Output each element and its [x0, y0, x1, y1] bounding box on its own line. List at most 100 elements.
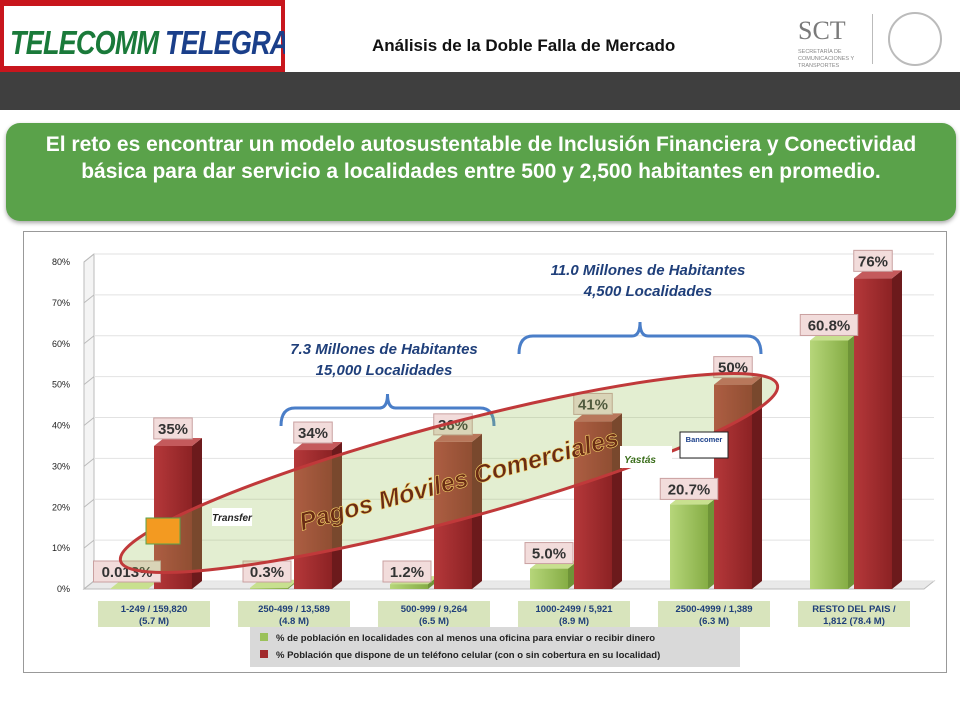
data-label-green-text: 20.7% — [668, 481, 711, 498]
y-tick-label: 50% — [52, 380, 70, 390]
x-tick-line: (8.9 M) — [559, 616, 589, 627]
data-label-green-text: 1.2% — [390, 564, 424, 581]
gridline — [83, 294, 95, 304]
gridline — [83, 253, 95, 263]
legend-label: % Población que dispone de un teléfono c… — [276, 650, 660, 661]
legend: % de población en localidades con al men… — [250, 627, 740, 667]
gridline — [83, 580, 95, 590]
bancomer-logo-text: Bancomer — [686, 435, 723, 444]
legend-swatch — [260, 633, 268, 641]
bar-green — [670, 496, 718, 589]
gridline — [83, 335, 95, 345]
x-tick-bg — [238, 601, 350, 627]
transfer-logo-text: Transfer — [212, 513, 253, 524]
bar-red-front — [294, 450, 332, 589]
bancomer-logo: Bancomer — [679, 431, 729, 459]
gridline — [83, 376, 95, 386]
x-tick-label: 2500-4999 / 1,389(6.3 M) — [658, 601, 770, 627]
x-tick-line: 1,812 (78.4 M) — [823, 616, 885, 627]
data-label-green: 60.8% — [799, 313, 859, 336]
x-tick-label: RESTO DEL PAIS /1,812 (78.4 M) — [798, 601, 910, 627]
bar-green — [810, 332, 858, 589]
bar-red — [714, 376, 762, 589]
x-tick-bg — [378, 601, 490, 627]
bar-red-side — [472, 433, 482, 589]
bar-red — [574, 413, 622, 589]
bar-red-front — [854, 278, 892, 589]
bar-red-top — [854, 270, 902, 279]
data-label-green: 5.0% — [524, 542, 574, 565]
bar-green-front — [250, 587, 288, 589]
data-label-red-box — [573, 392, 613, 415]
bancomer-logo-bg — [679, 431, 729, 459]
x-tick-line: 500-999 / 9,264 — [401, 604, 468, 615]
bar-red — [294, 442, 342, 589]
data-label-red: 76% — [853, 249, 893, 272]
data-label-green-box — [799, 313, 859, 336]
x-tick-line: RESTO DEL PAIS / — [812, 604, 896, 615]
chart: 0% 10% 20% 30% 40% 50% 60% 70% 80% 35% 0.013% 1-249… — [52, 249, 936, 667]
x-tick-line: 250-499 / 13,589 — [258, 604, 330, 615]
banner: El reto es encontrar un modelo autosuste… — [6, 123, 956, 221]
annotation-1-line1: 7.3 Millones de Habitantes — [290, 341, 478, 358]
gridline — [83, 498, 95, 508]
annotation-2-line1: 11.0 Millones de Habitantes — [551, 262, 746, 279]
bracket-1 — [279, 393, 496, 427]
x-tick-label: 250-499 / 13,589(4.8 M) — [238, 601, 350, 627]
bar-green-front — [810, 340, 848, 589]
bar-green-front — [670, 504, 708, 589]
data-label-green-box — [524, 542, 574, 565]
data-label-green-text: 5.0% — [532, 546, 566, 563]
data-label-green: 1.2% — [382, 560, 432, 583]
seal-icon — [888, 12, 942, 66]
data-label-green-box — [382, 560, 432, 583]
transfer-logo: Transfer — [212, 508, 253, 526]
bar-red-top — [294, 442, 342, 451]
x-tick-label: 1000-2499 / 5,921(8.9 M) — [518, 601, 630, 627]
data-label-green-text: 60.8% — [808, 317, 851, 334]
data-label-red: 35% — [153, 417, 193, 440]
y-tick-label: 60% — [52, 339, 70, 349]
data-label-red-box — [293, 421, 333, 444]
highlight-ellipse — [118, 372, 780, 574]
x-tick-bg — [518, 601, 630, 627]
data-label-red: 34% — [293, 421, 333, 444]
bar-green-top — [110, 580, 158, 589]
annotation-1-line2: 15,000 Localidades — [316, 362, 453, 379]
y-tick-label: 30% — [52, 461, 70, 471]
bar-red-side — [192, 437, 202, 589]
bar-red — [434, 433, 482, 589]
bar-red-side — [612, 413, 622, 589]
x-tick-line: (6.5 M) — [419, 616, 449, 627]
bracket-2 — [517, 321, 763, 355]
data-label-green-text: 0.3% — [250, 564, 284, 581]
x-tick-line: 2500-4999 / 1,389 — [675, 604, 752, 615]
bar-red-side — [892, 270, 902, 589]
bar-red-side — [752, 376, 762, 589]
transfer-logo-bg — [212, 508, 252, 526]
gridline — [83, 417, 95, 426]
yastas-logo: Yastás — [620, 446, 672, 468]
bar-green-front — [530, 568, 568, 589]
bar-green — [530, 560, 578, 589]
gridline — [83, 457, 95, 467]
data-label-green-box — [659, 477, 719, 500]
x-tick-bg — [98, 601, 210, 627]
y-tick-label: 10% — [52, 543, 70, 553]
bar-green-front — [390, 584, 428, 589]
y-tick-label: 40% — [52, 421, 70, 431]
bar-red-top — [714, 376, 762, 385]
x-tick-bg — [658, 601, 770, 627]
bar-red-front — [574, 421, 612, 589]
bar-red-front — [434, 441, 472, 589]
bar-red-top — [434, 433, 482, 442]
fon-logo — [145, 517, 181, 545]
data-label-red-box — [853, 249, 893, 272]
data-label-green: 0.3% — [242, 560, 292, 583]
data-label-red-text: 35% — [158, 421, 188, 438]
x-tick-line: 1-249 / 159,820 — [121, 604, 188, 615]
data-label-red-box — [153, 417, 193, 440]
data-label-red-text: 41% — [578, 396, 608, 413]
legend-swatch — [260, 650, 268, 658]
data-label-red-text: 76% — [858, 253, 888, 270]
